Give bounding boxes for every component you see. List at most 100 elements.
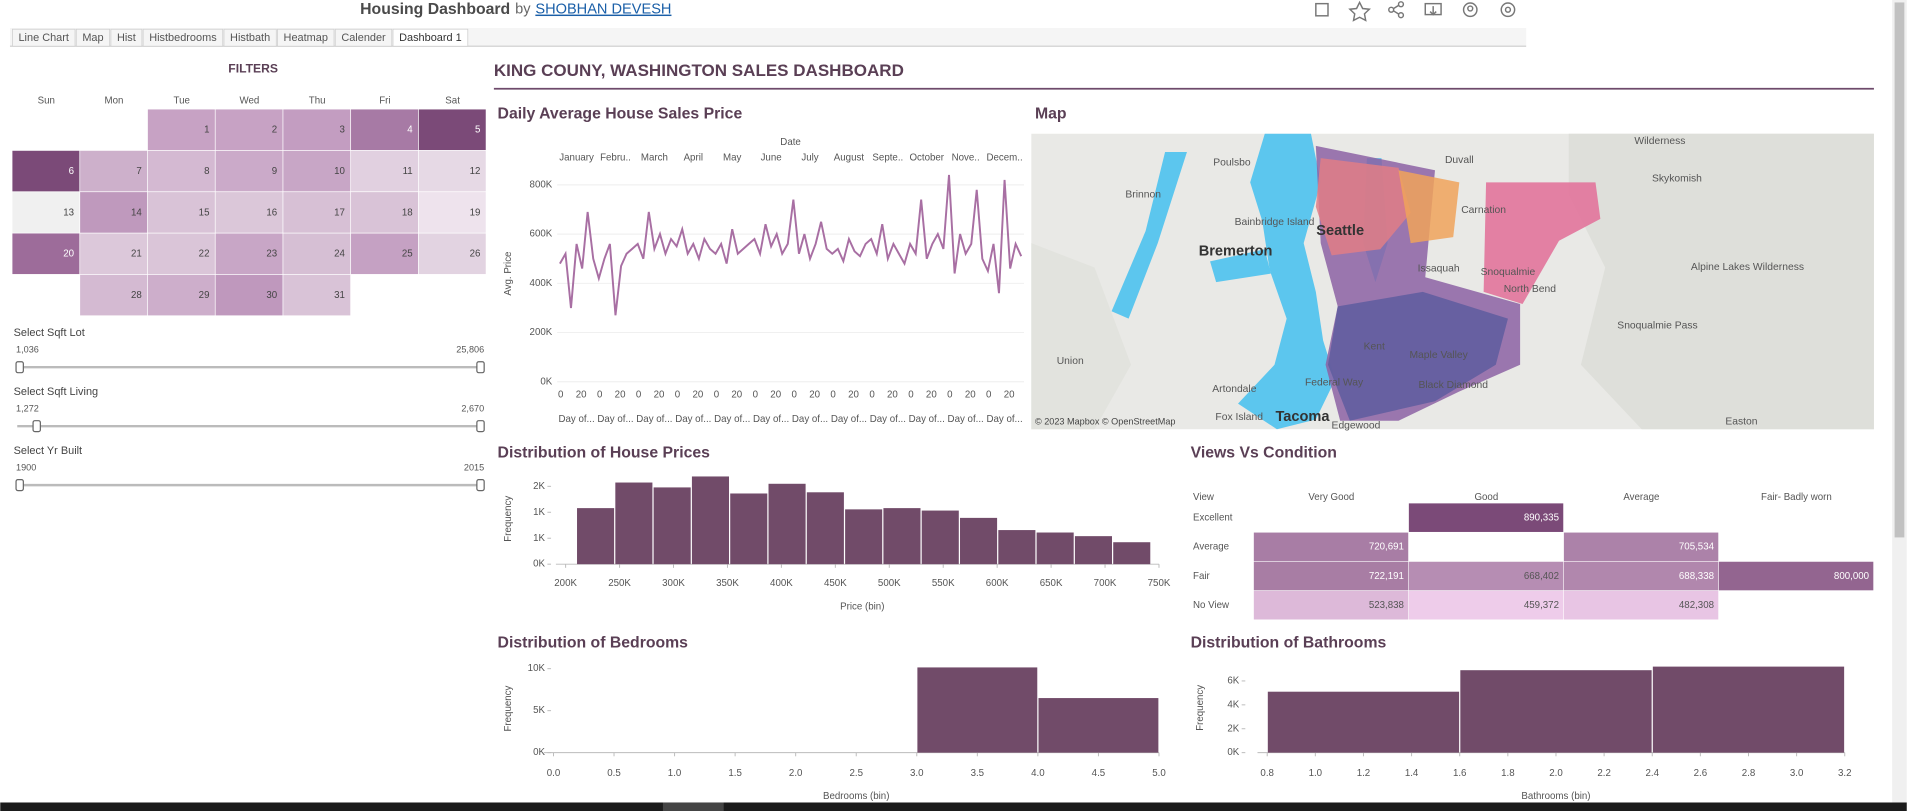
tab[interactable] bbox=[223, 28, 277, 47]
calendar-day[interactable]: 14 bbox=[131, 207, 142, 218]
calendar-cell[interactable] bbox=[147, 233, 215, 275]
calendar-cell[interactable] bbox=[12, 150, 80, 192]
histogram-bar bbox=[917, 667, 1038, 753]
calendar-day[interactable]: 16 bbox=[266, 207, 277, 218]
settings-icon[interactable] bbox=[1500, 2, 1516, 18]
subscribe-icon[interactable] bbox=[1462, 2, 1478, 18]
slider-handle[interactable] bbox=[476, 361, 485, 374]
calendar-cell[interactable] bbox=[147, 192, 215, 233]
calendar-day[interactable]: 8 bbox=[204, 166, 209, 177]
calendar-cell[interactable] bbox=[80, 150, 148, 192]
heatmap-cell bbox=[1563, 532, 1719, 562]
tab[interactable] bbox=[110, 28, 143, 47]
calendar-day[interactable]: 10 bbox=[334, 166, 345, 177]
dashboard-title: KING COUNY, WASHINGTON SALES DASHBOARD bbox=[494, 61, 904, 80]
slider-handle[interactable] bbox=[15, 479, 24, 492]
calendar-day[interactable]: 19 bbox=[470, 207, 481, 218]
calendar-cell[interactable] bbox=[351, 109, 419, 151]
slider-handle[interactable] bbox=[476, 420, 485, 433]
calendar-cell[interactable] bbox=[283, 150, 351, 192]
calendar-day[interactable]: 2 bbox=[272, 125, 277, 136]
calendar-cell[interactable] bbox=[215, 109, 283, 151]
calendar-day[interactable]: 20 bbox=[63, 249, 74, 260]
tab-label[interactable]: Line Chart bbox=[18, 32, 68, 44]
tab[interactable] bbox=[277, 28, 335, 47]
tab-label[interactable]: Hist bbox=[117, 32, 136, 44]
author-link[interactable]: SHOBHAN DEVESH bbox=[535, 2, 671, 18]
calendar-day[interactable]: 29 bbox=[199, 290, 210, 301]
day-tick-label: 0 bbox=[597, 390, 603, 401]
calendar-day[interactable]: 15 bbox=[199, 207, 210, 218]
calendar-cell[interactable] bbox=[215, 233, 283, 275]
tab[interactable] bbox=[12, 28, 76, 47]
tab[interactable] bbox=[392, 28, 469, 47]
calendar-day[interactable]: 3 bbox=[340, 125, 345, 136]
calendar-day[interactable]: 30 bbox=[266, 290, 277, 301]
calendar-day[interactable]: 31 bbox=[334, 290, 345, 301]
tab-label[interactable]: Histbedrooms bbox=[149, 32, 217, 44]
calendar-day[interactable]: 4 bbox=[407, 125, 413, 136]
calendar-cell[interactable] bbox=[283, 274, 351, 316]
calendar-day[interactable]: 7 bbox=[136, 166, 141, 177]
calendar-cell[interactable] bbox=[283, 233, 351, 275]
calendar-cell[interactable] bbox=[283, 109, 351, 151]
calendar-day[interactable]: 23 bbox=[266, 249, 277, 260]
slider-handle[interactable] bbox=[32, 420, 41, 433]
calendar-cell[interactable] bbox=[80, 192, 148, 233]
tab-label[interactable]: Calender bbox=[341, 32, 386, 44]
tab-label[interactable]: Heatmap bbox=[284, 32, 328, 44]
map-label: Kent bbox=[1364, 341, 1385, 352]
calendar-day[interactable]: 18 bbox=[402, 207, 413, 218]
scrollbar-thumb[interactable] bbox=[1894, 2, 1905, 538]
share-icon[interactable] bbox=[1388, 1, 1405, 19]
calendar-day[interactable]: 28 bbox=[131, 290, 142, 301]
calendar-cell[interactable] bbox=[351, 233, 419, 275]
calendar-cell[interactable] bbox=[215, 274, 283, 316]
calendar-cell[interactable] bbox=[80, 274, 148, 316]
calendar-cell[interactable] bbox=[283, 192, 351, 233]
favorite-icon[interactable] bbox=[1348, 0, 1371, 22]
calendar-day[interactable]: 12 bbox=[470, 166, 481, 177]
calendar-day[interactable]: 11 bbox=[403, 166, 413, 177]
tab-label[interactable]: Dashboard 1 bbox=[399, 32, 462, 44]
histogram-bar bbox=[1036, 532, 1074, 565]
download-icon[interactable] bbox=[1424, 2, 1442, 16]
calendar-cell[interactable] bbox=[12, 233, 80, 275]
calendar-cell[interactable] bbox=[418, 192, 486, 233]
calendar-day[interactable]: 5 bbox=[475, 125, 480, 136]
tab[interactable] bbox=[334, 28, 393, 47]
calendar-cell[interactable] bbox=[12, 192, 80, 233]
edit-icon[interactable] bbox=[1315, 2, 1329, 17]
calendar-day[interactable]: 26 bbox=[470, 249, 481, 260]
calendar-cell[interactable] bbox=[418, 233, 486, 275]
calendar-day[interactable]: 9 bbox=[272, 166, 277, 177]
calendar-day[interactable]: 17 bbox=[334, 207, 345, 218]
calendar-cell[interactable] bbox=[147, 150, 215, 192]
calendar-day[interactable]: 6 bbox=[69, 166, 74, 177]
slider-handle[interactable] bbox=[15, 361, 24, 374]
histogram-bar bbox=[845, 509, 883, 565]
calendar-day[interactable]: 21 bbox=[131, 249, 142, 260]
tab-label[interactable]: Histbath bbox=[230, 32, 270, 44]
map-terrain bbox=[1031, 243, 1132, 430]
calendar-cell[interactable] bbox=[418, 109, 486, 151]
tab[interactable] bbox=[75, 28, 111, 47]
calendar-day[interactable]: 1 bbox=[204, 125, 209, 136]
calendar-day[interactable]: 13 bbox=[63, 207, 74, 218]
tab-label[interactable]: Map bbox=[82, 32, 103, 44]
x-axis-title: Price (bin) bbox=[840, 601, 884, 612]
calendar-cell[interactable] bbox=[147, 109, 215, 151]
tab[interactable] bbox=[142, 28, 224, 47]
calendar-cell[interactable] bbox=[215, 150, 283, 192]
calendar-day[interactable]: 25 bbox=[402, 249, 413, 260]
calendar-cell[interactable] bbox=[351, 150, 419, 192]
calendar-cell[interactable] bbox=[215, 192, 283, 233]
calendar-day[interactable]: 24 bbox=[334, 249, 345, 260]
slider-handle[interactable] bbox=[476, 479, 485, 492]
calendar-cell[interactable] bbox=[80, 233, 148, 275]
calendar-day[interactable]: 22 bbox=[199, 249, 210, 260]
calendar-cell[interactable] bbox=[418, 150, 486, 192]
calendar-cell[interactable] bbox=[351, 192, 419, 233]
calendar-cell[interactable] bbox=[147, 274, 215, 316]
weekday-label: Mon bbox=[105, 95, 124, 106]
